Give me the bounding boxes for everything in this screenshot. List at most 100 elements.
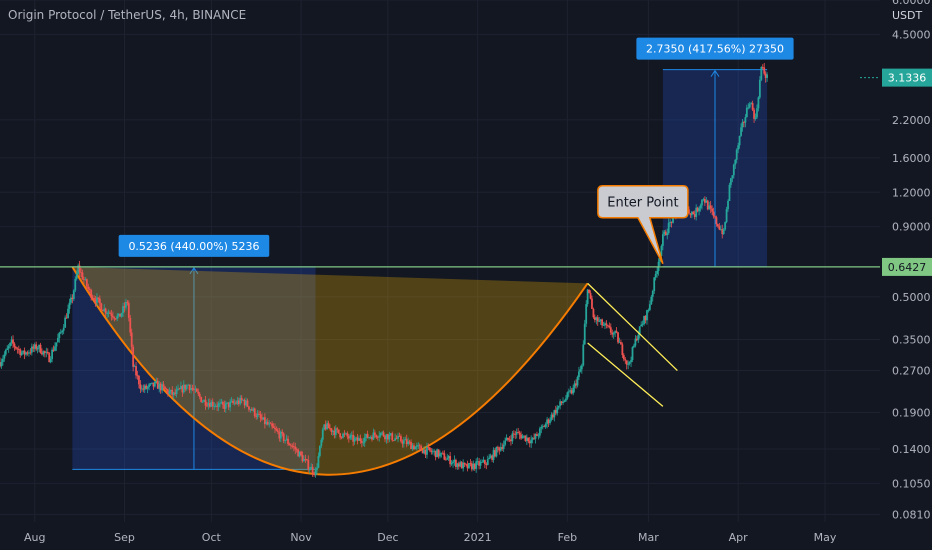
candle-body (757, 97, 760, 109)
candle-body (65, 317, 68, 319)
candle-body (42, 351, 45, 355)
candle-body (75, 273, 78, 279)
candle-body (295, 449, 298, 451)
candle-body (104, 308, 107, 314)
candle-body (138, 375, 140, 385)
candle-body (492, 450, 495, 460)
candle-body (229, 401, 232, 408)
candle-body (59, 332, 62, 334)
price-axis[interactable]: 6.0000 4.5000 2.2000 1.6000 1.2000 0.9000 0.50… (880, 0, 932, 550)
candle-body (394, 438, 397, 441)
candle-body (606, 325, 609, 327)
candle-body (10, 339, 13, 343)
candle-body (61, 330, 64, 333)
candle-body (347, 436, 350, 439)
candle-body (515, 431, 518, 435)
candle-body (187, 384, 190, 386)
time-axis-bg (0, 522, 932, 550)
candle-body (29, 352, 32, 354)
candle-body (712, 211, 715, 217)
candle-body (670, 221, 673, 223)
candle-body (427, 446, 430, 448)
candle-body (517, 431, 520, 433)
candle-body (64, 317, 67, 328)
candle-body (352, 434, 355, 442)
time-tick-label: Mar (638, 531, 659, 544)
candle-body (637, 334, 640, 341)
candle-body (660, 245, 663, 256)
candle-body (84, 279, 87, 281)
measure-arrow-head (189, 267, 199, 275)
candle-body (731, 175, 734, 179)
candle-body (708, 205, 711, 210)
candle-body (485, 463, 488, 465)
candle-body (340, 437, 343, 438)
candle-body (596, 317, 599, 322)
candle-body (266, 421, 269, 425)
candle-body (180, 386, 182, 390)
candle-body (320, 439, 323, 446)
candle-body (122, 306, 124, 314)
candle-body (326, 423, 329, 430)
candle-body (385, 434, 388, 440)
candle-body (197, 391, 200, 394)
candle-body (152, 382, 155, 387)
candle-body (369, 437, 372, 438)
candle-body (365, 433, 368, 438)
candle-body (450, 463, 453, 465)
candle-body (242, 399, 245, 401)
candle-body (543, 426, 546, 428)
candle-body (200, 396, 203, 403)
candle-body (601, 319, 604, 326)
candle-body (640, 324, 643, 327)
candle-body (4, 349, 7, 355)
candle-body (240, 397, 243, 401)
candle-body (706, 200, 709, 210)
candle-body (579, 369, 582, 372)
candle-body (533, 437, 535, 439)
candle-body (381, 432, 384, 434)
candle-body (6, 348, 9, 350)
time-tick-label: Dec (377, 531, 398, 544)
candle-body (114, 318, 117, 320)
candle-body (373, 432, 376, 435)
candle-body (223, 404, 226, 409)
candle-body (285, 438, 288, 441)
candle-body (201, 401, 204, 403)
candle-body (78, 265, 81, 273)
callout-bubble (597, 184, 689, 265)
candle-body (575, 383, 577, 386)
candle-body (566, 392, 569, 399)
candle-body (227, 402, 230, 408)
candle-body (117, 313, 120, 316)
candle-body (478, 461, 480, 466)
candle-body (592, 308, 595, 318)
candle-body (556, 407, 559, 414)
candle-body (386, 434, 389, 440)
candle-body (188, 384, 191, 391)
time-axis[interactable]: Aug Sep Oct Nov Dec 2021 Feb Mar Apr May (0, 522, 932, 550)
candle-body (172, 392, 175, 395)
candle-body (628, 362, 631, 364)
candle-body (30, 346, 33, 353)
candle-body (627, 363, 630, 365)
candle-body (318, 445, 321, 456)
candle-body (375, 434, 378, 438)
candle-body (350, 434, 353, 436)
wedge-lower-line (587, 342, 664, 407)
candle-body (100, 303, 103, 310)
candle-body (127, 303, 130, 318)
candle-body (638, 326, 641, 335)
candle-body (232, 400, 234, 403)
candle-body (747, 107, 750, 109)
candle-body (711, 208, 714, 212)
candle-body (72, 290, 75, 300)
candle-body (236, 400, 239, 404)
candle-body (734, 159, 737, 165)
candle-body (169, 389, 172, 392)
candle-body (161, 384, 164, 391)
candle-body (153, 381, 156, 387)
candle-body (605, 323, 608, 326)
candle-body (508, 439, 511, 441)
